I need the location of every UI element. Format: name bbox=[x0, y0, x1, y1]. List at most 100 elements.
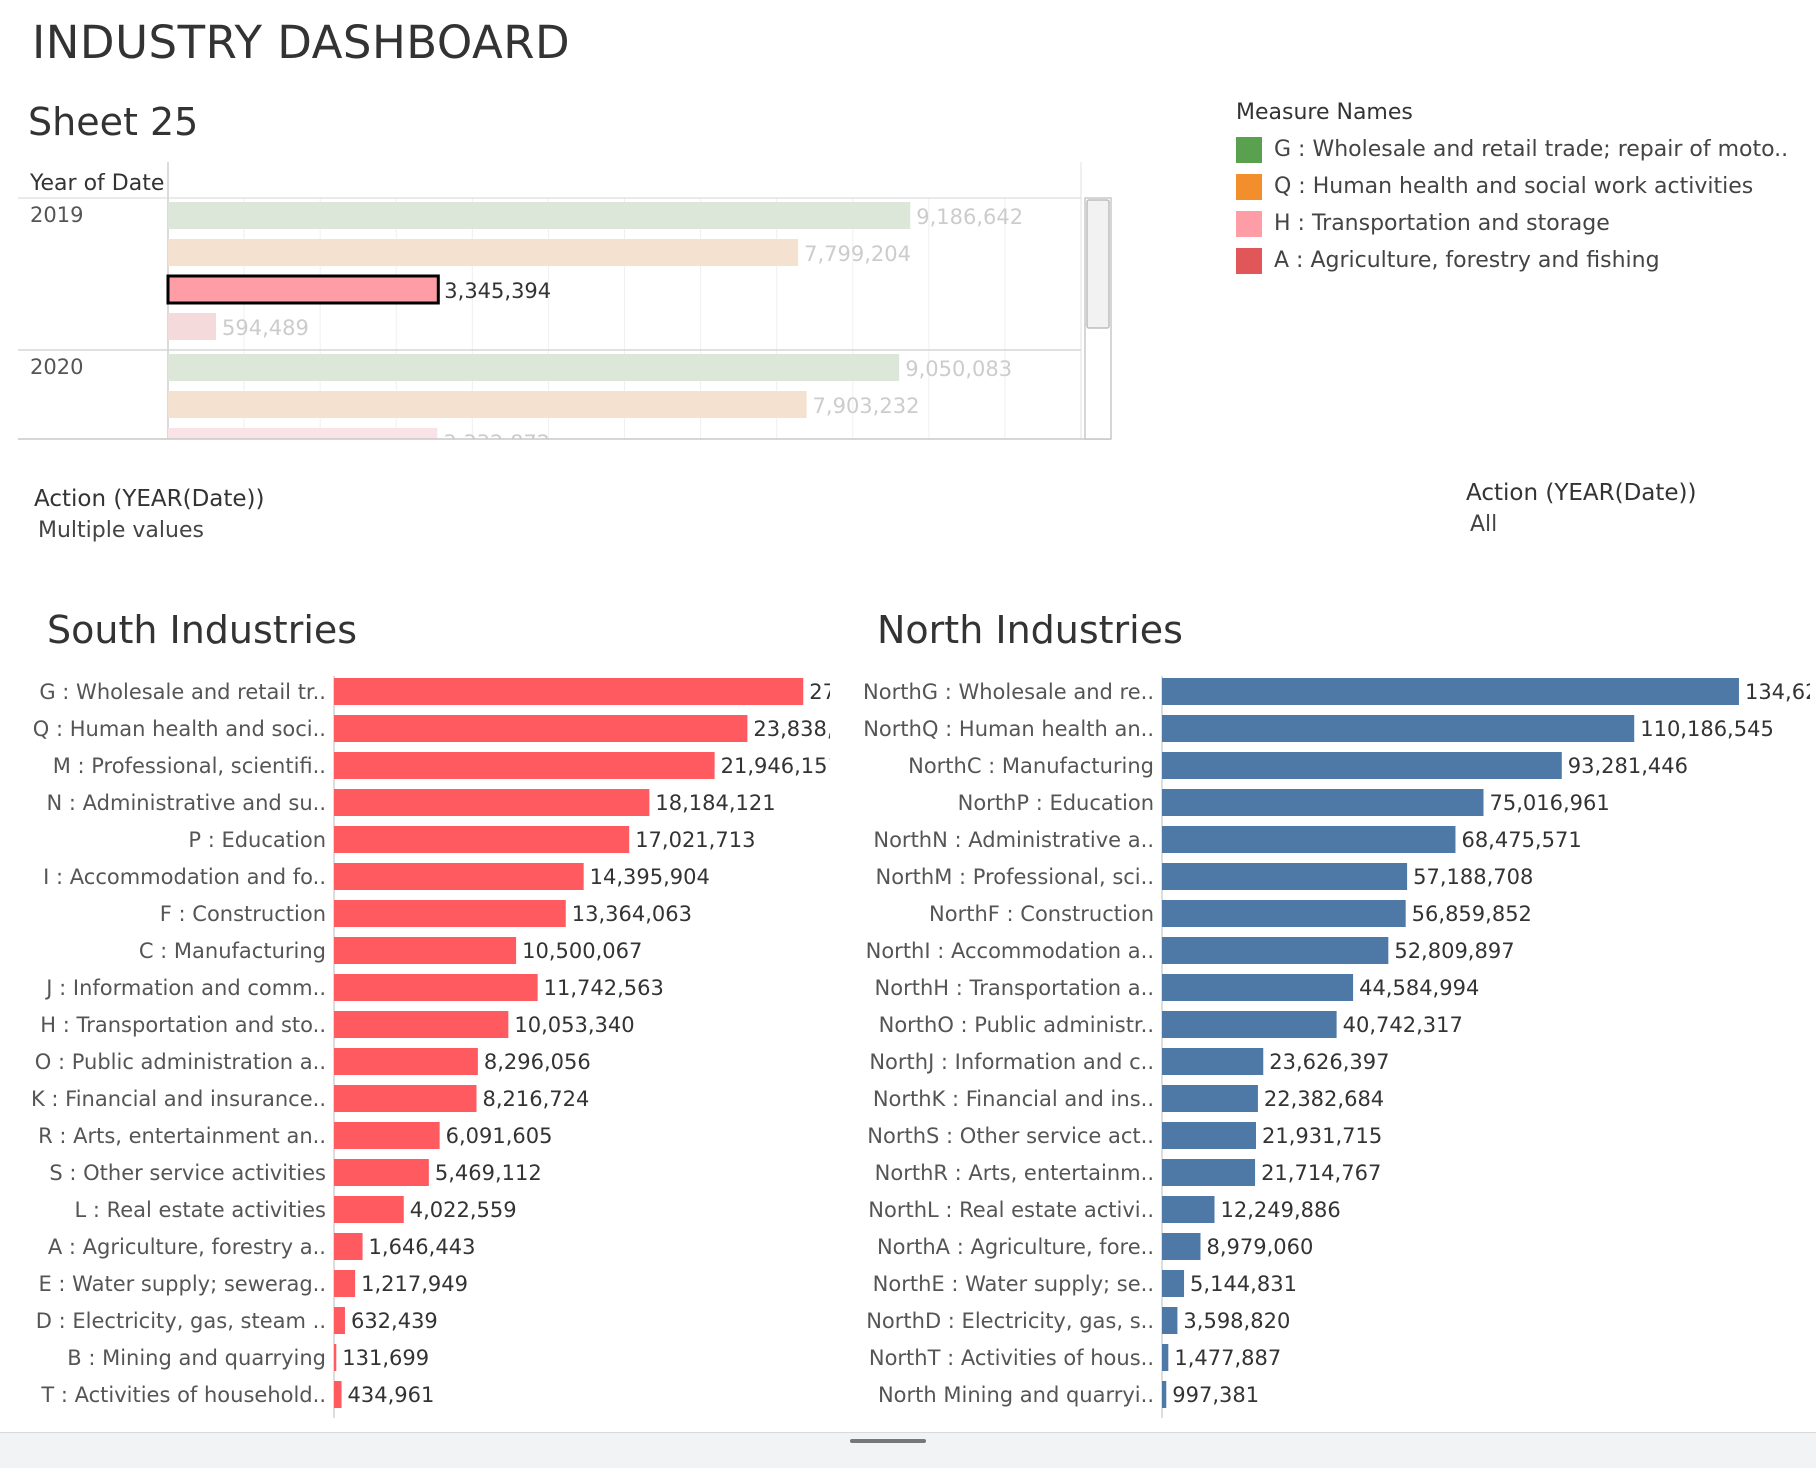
data-label-2019-H: 3,345,394 bbox=[444, 279, 551, 303]
data-label: 18,184,121 bbox=[655, 791, 775, 815]
bar[interactable] bbox=[1162, 1011, 1337, 1038]
category-label: NorthK : Financial and ins.. bbox=[873, 1087, 1154, 1111]
bar-2019-G[interactable] bbox=[168, 202, 911, 229]
bar[interactable] bbox=[1162, 937, 1389, 964]
legend-label-a: A : Agriculture, forestry and fishing bbox=[1274, 248, 1660, 273]
data-label: 997,381 bbox=[1172, 1383, 1259, 1407]
bar[interactable] bbox=[334, 1085, 477, 1112]
legend-item-q[interactable]: Q : Human health and social work activit… bbox=[1236, 168, 1796, 205]
bar[interactable] bbox=[334, 1270, 356, 1297]
resize-handle[interactable] bbox=[850, 1439, 926, 1443]
bar[interactable] bbox=[1162, 1233, 1201, 1260]
north-industries-title: North Industries bbox=[877, 608, 1183, 652]
bar[interactable] bbox=[334, 863, 584, 890]
category-label: NorthM : Professional, sci.. bbox=[875, 865, 1154, 889]
bar-2019-A[interactable] bbox=[168, 313, 217, 340]
data-label: 21,946,151 bbox=[721, 754, 830, 778]
category-label: NorthH : Transportation a.. bbox=[875, 976, 1154, 1000]
bar[interactable] bbox=[1162, 1344, 1169, 1371]
legend-item-h[interactable]: H : Transportation and storage bbox=[1236, 205, 1796, 242]
north-industries-chart[interactable]: NorthG : Wholesale and re.. 134,623,716 No… bbox=[860, 670, 1810, 1420]
category-label: T : Activities of household.. bbox=[40, 1383, 326, 1407]
bar[interactable] bbox=[1162, 678, 1739, 705]
data-label-2020-G: 9,050,083 bbox=[905, 357, 1012, 381]
data-label: 8,296,056 bbox=[484, 1050, 591, 1074]
bar-2019-H[interactable] bbox=[166, 274, 440, 305]
bar[interactable] bbox=[1162, 715, 1635, 742]
bar[interactable] bbox=[334, 1381, 342, 1408]
legend-swatch-a bbox=[1236, 247, 1262, 274]
data-label: 10,500,067 bbox=[522, 939, 642, 963]
data-label: 12,249,886 bbox=[1220, 1198, 1340, 1222]
bar[interactable] bbox=[334, 752, 715, 779]
bar[interactable] bbox=[1162, 863, 1408, 890]
action-filter-right[interactable]: Action (YEAR(Date)) All bbox=[1466, 480, 1697, 537]
bar[interactable] bbox=[334, 1159, 429, 1186]
category-label: NorthI : Accommodation a.. bbox=[866, 939, 1154, 963]
data-label: 21,931,715 bbox=[1262, 1124, 1382, 1148]
bar[interactable] bbox=[334, 1122, 440, 1149]
south-industries-chart[interactable]: G : Wholesale and retail tr.. 27,059,270 Q… bbox=[30, 670, 830, 1420]
legend-item-g[interactable]: G : Wholesale and retail trade; repair o… bbox=[1236, 131, 1796, 168]
data-label-2019-G: 9,186,642 bbox=[916, 205, 1023, 229]
bar[interactable] bbox=[1162, 826, 1456, 853]
bar[interactable] bbox=[334, 900, 566, 927]
bar[interactable] bbox=[334, 826, 630, 853]
bar[interactable] bbox=[334, 715, 748, 742]
bar[interactable] bbox=[334, 1048, 478, 1075]
filter-value[interactable]: Multiple values bbox=[38, 518, 204, 543]
bar-2020-G[interactable] bbox=[168, 354, 900, 381]
bar[interactable] bbox=[1162, 1085, 1258, 1112]
clip-mask bbox=[18, 439, 1118, 445]
bar[interactable] bbox=[1162, 1270, 1185, 1297]
bar-2020-Q[interactable] bbox=[168, 391, 807, 418]
data-label: 131,699 bbox=[342, 1346, 429, 1370]
bar[interactable] bbox=[1162, 900, 1406, 927]
bar[interactable] bbox=[1162, 1381, 1167, 1408]
action-filter-left[interactable]: Action (YEAR(Date)) Multiple values bbox=[34, 486, 265, 543]
bar[interactable] bbox=[334, 974, 538, 1001]
bar[interactable] bbox=[1162, 974, 1354, 1001]
data-label: 4,022,559 bbox=[410, 1198, 517, 1222]
bar[interactable] bbox=[334, 1344, 337, 1371]
bar[interactable] bbox=[334, 678, 804, 705]
data-label: 40,742,317 bbox=[1343, 1013, 1463, 1037]
bar-2019-Q[interactable] bbox=[168, 239, 799, 266]
bar[interactable] bbox=[1162, 1196, 1215, 1223]
data-label: 23,626,397 bbox=[1269, 1050, 1389, 1074]
bar[interactable] bbox=[334, 1233, 363, 1260]
category-label: NorthA : Agriculture, fore.. bbox=[877, 1235, 1154, 1259]
category-label: NorthN : Administrative a.. bbox=[873, 828, 1154, 852]
legend-title: Measure Names bbox=[1236, 100, 1413, 125]
data-label: 1,646,443 bbox=[369, 1235, 476, 1259]
bar[interactable] bbox=[1162, 752, 1562, 779]
bar[interactable] bbox=[1162, 1159, 1256, 1186]
category-label: NorthG : Wholesale and re.. bbox=[863, 680, 1154, 704]
bar[interactable] bbox=[334, 789, 650, 816]
category-label: S : Other service activities bbox=[49, 1161, 326, 1185]
category-label: NorthJ : Information and c.. bbox=[869, 1050, 1154, 1074]
bar[interactable] bbox=[1162, 1048, 1264, 1075]
data-label: 11,742,563 bbox=[544, 976, 664, 1000]
scrollbar-thumb-bar[interactable] bbox=[1086, 199, 1110, 329]
bar[interactable] bbox=[334, 1196, 404, 1223]
data-label: 17,021,713 bbox=[635, 828, 755, 852]
bar[interactable] bbox=[334, 1011, 509, 1038]
category-label: North Mining and quarryi.. bbox=[878, 1383, 1154, 1407]
category-label: K : Financial and insurance.. bbox=[31, 1087, 326, 1111]
filter-value[interactable]: All bbox=[1470, 512, 1498, 537]
bar[interactable] bbox=[1162, 789, 1484, 816]
category-label: N : Administrative and su.. bbox=[47, 791, 326, 815]
data-label: 110,186,545 bbox=[1640, 717, 1774, 741]
bar[interactable] bbox=[334, 1307, 345, 1334]
data-label: 27,059,270 bbox=[809, 680, 830, 704]
bar[interactable] bbox=[1162, 1122, 1256, 1149]
legend-item-a[interactable]: A : Agriculture, forestry and fishing bbox=[1236, 242, 1796, 279]
category-label: NorthE : Water supply; se.. bbox=[873, 1272, 1154, 1296]
legend-label-q: Q : Human health and social work activit… bbox=[1274, 174, 1754, 199]
bar[interactable] bbox=[1162, 1307, 1178, 1334]
bar[interactable] bbox=[334, 937, 517, 964]
data-label: 10,053,340 bbox=[514, 1013, 634, 1037]
category-label: M : Professional, scientifi.. bbox=[53, 754, 326, 778]
